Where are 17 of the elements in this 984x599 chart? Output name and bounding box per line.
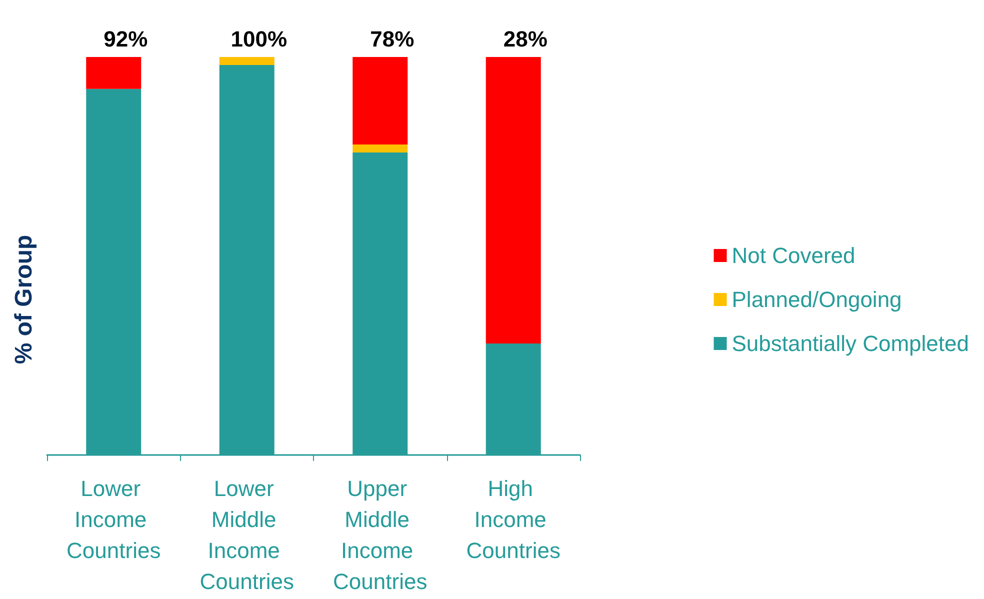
bar bbox=[86, 57, 142, 89]
x-tick-label: Lower Income Countries bbox=[66, 476, 161, 563]
x-tick-label: Lower Middle Income Countries bbox=[200, 476, 294, 594]
legend-label: Planned/Ongoing bbox=[732, 287, 902, 312]
x-tick-label: High Income Countries bbox=[466, 476, 560, 563]
x-tick-label: Upper Middle Income Countries bbox=[333, 476, 428, 594]
annotation: 78% bbox=[370, 26, 414, 52]
legend-label: Substantially Completed bbox=[732, 331, 970, 356]
annotation: 100% bbox=[230, 26, 288, 52]
y-axis-title: % of Group bbox=[10, 234, 38, 364]
annotation: 28% bbox=[503, 26, 548, 52]
bar bbox=[219, 57, 274, 65]
legend-label: Not Covered bbox=[732, 243, 856, 268]
annotation: 92% bbox=[104, 26, 148, 52]
bar bbox=[486, 57, 541, 344]
bar bbox=[352, 144, 408, 153]
bar bbox=[352, 57, 408, 145]
